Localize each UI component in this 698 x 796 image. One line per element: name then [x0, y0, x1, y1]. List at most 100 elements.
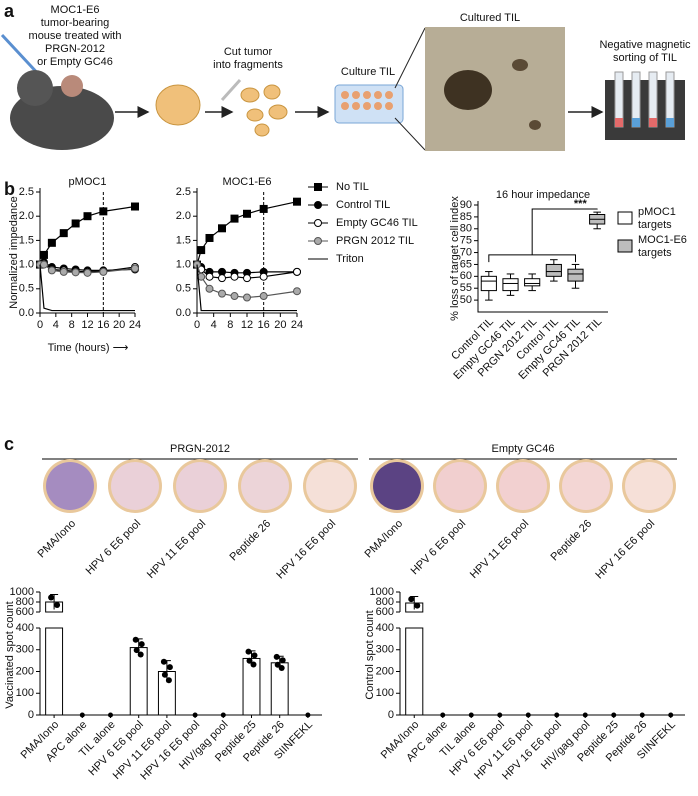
x-tick-label: 12	[241, 319, 253, 331]
x-tick-label: 4	[211, 319, 217, 331]
y-tick-label: 2.0	[176, 210, 191, 222]
y-tick-label: 800	[16, 596, 34, 608]
y-tick-label: 1.0	[176, 259, 191, 271]
point	[79, 712, 85, 718]
data-point	[218, 289, 226, 298]
step-label: Culture TIL	[341, 66, 395, 78]
y-tick-label: 70	[460, 246, 472, 258]
y-tick-label: 1000	[370, 586, 394, 598]
legend-marker	[314, 237, 322, 245]
axis	[39, 188, 135, 314]
y-tick-label: 1.5	[19, 234, 34, 246]
well	[436, 462, 484, 510]
step-label: sorting of TIL	[613, 52, 677, 64]
tumor-mass	[155, 84, 201, 126]
point	[166, 664, 173, 671]
legend-label: No TIL	[336, 181, 369, 193]
data-point	[59, 229, 68, 238]
legend-label: Empty GC46 TIL	[336, 217, 418, 229]
step-label: MOC1-E6	[51, 4, 100, 16]
data-point	[205, 284, 214, 293]
x-tick-label: 0	[194, 319, 200, 331]
point	[165, 677, 172, 684]
step-label: or Empty GC46	[37, 56, 113, 68]
legend-marker	[314, 183, 322, 191]
point	[440, 712, 446, 718]
bracket	[488, 254, 576, 263]
tumor	[61, 75, 83, 97]
axis	[477, 201, 608, 313]
chart-title: MOC1-E6	[223, 176, 272, 188]
panel-label: a	[4, 1, 15, 21]
well-label: HPV 6 E6 pool	[84, 518, 144, 578]
y-tick-label: 400	[16, 622, 34, 634]
data-point	[197, 246, 206, 255]
y-tick-label: 100	[16, 687, 34, 699]
point	[108, 712, 113, 718]
y-tick-label: 300	[376, 644, 394, 656]
point	[611, 712, 617, 718]
data-point	[243, 274, 251, 283]
point	[137, 651, 144, 658]
legend-label: PRGN 2012 TIL	[336, 235, 414, 247]
plate-wells	[341, 91, 393, 110]
y-axis-label: Vaccinated spot count	[4, 601, 16, 708]
data-point	[243, 293, 251, 302]
data-point	[99, 267, 108, 276]
error-bar	[50, 594, 59, 610]
data-point	[259, 204, 268, 213]
x-tick-label: 16	[258, 319, 270, 331]
axis	[399, 628, 685, 716]
legend-label: MOC1-E6 targets	[638, 234, 687, 259]
bar	[242, 657, 261, 716]
point	[133, 647, 140, 654]
y-axis-label: Control spot count	[364, 610, 376, 699]
bracket	[531, 208, 598, 255]
point	[250, 661, 257, 668]
group-title: Empty GC46	[492, 443, 555, 455]
step-label: Cultured TIL	[460, 12, 520, 24]
data-point	[293, 287, 301, 296]
y-tick-label: 0	[28, 709, 34, 721]
well	[625, 462, 673, 510]
legend-label: Control TIL	[336, 199, 390, 211]
til-cluster	[444, 70, 492, 110]
point	[132, 636, 139, 643]
x-tick-label: 20	[113, 319, 125, 331]
x-tick-label: 24	[291, 319, 303, 331]
point	[668, 712, 674, 718]
y-tick-label: 800	[376, 596, 394, 608]
y-tick-label: 600	[16, 606, 34, 618]
point	[408, 596, 415, 603]
well	[373, 462, 421, 510]
panel-label: b	[4, 179, 15, 199]
data-point	[131, 264, 139, 273]
mouse-head	[17, 70, 53, 106]
legend-swatch	[617, 211, 633, 225]
y-tick-label: 600	[376, 606, 394, 618]
x-tick-label: 16	[97, 319, 109, 331]
y-tick-label: 300	[16, 644, 34, 656]
well	[46, 462, 94, 510]
chart-title: pMOC1	[69, 176, 107, 188]
data-point	[243, 209, 251, 218]
point	[639, 712, 645, 718]
point	[48, 594, 55, 601]
data-point	[59, 267, 68, 276]
zoom-line	[394, 27, 426, 89]
well	[562, 462, 610, 510]
data-point	[259, 272, 268, 281]
well-label: HPV 16 E6 pool	[593, 518, 657, 582]
y-tick-label: 200	[376, 665, 394, 677]
data-point	[47, 238, 56, 247]
point	[54, 602, 61, 608]
y-tick-label: 2.5	[176, 186, 191, 198]
step-label: tumor-bearing	[41, 17, 109, 29]
point	[220, 712, 226, 718]
well	[241, 462, 289, 510]
panel-label: c	[4, 434, 14, 454]
scalpel	[220, 78, 242, 102]
well-label: PMA/Iono	[36, 518, 79, 561]
x-tick-label: 12	[81, 319, 93, 331]
